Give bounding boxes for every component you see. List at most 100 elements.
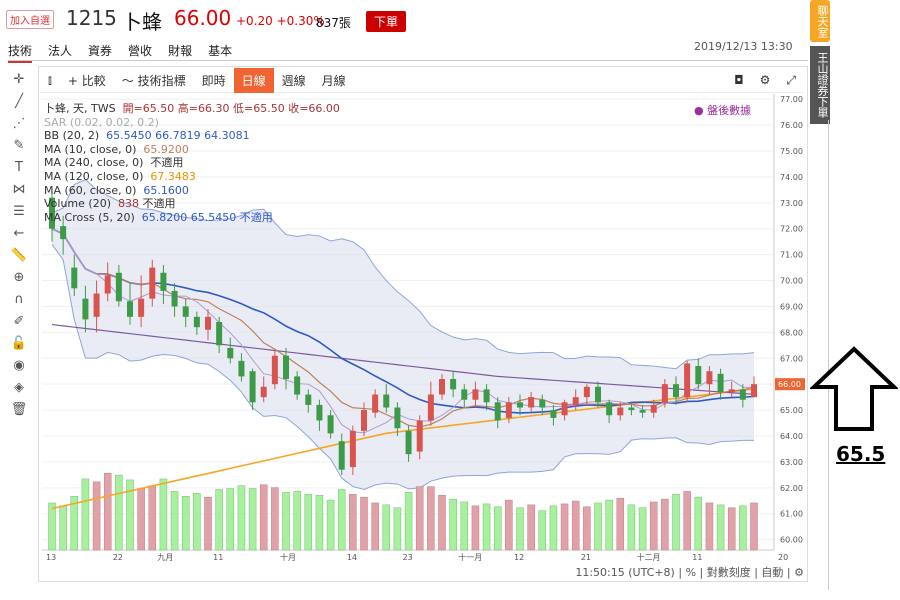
volume-bar — [549, 505, 558, 551]
tab-technical[interactable]: 技術 — [8, 42, 33, 63]
volume-bar — [70, 495, 79, 551]
trash-icon[interactable]: 🗑 — [10, 402, 28, 417]
compare-plus-icon: + — [67, 73, 82, 88]
layers-icon[interactable]: ◈ — [14, 380, 24, 395]
price-chart[interactable]: 77.00 76.00 75.00 74.00 73.00 72.00 71.00 70.00… — [40, 94, 806, 564]
chart-frame — [38, 66, 808, 582]
volume-bar — [349, 494, 357, 551]
candle-body — [361, 410, 367, 431]
compare-button[interactable]: + 比較 — [60, 68, 114, 93]
x-tick-label: 11 — [692, 553, 702, 562]
volume-bar — [516, 507, 524, 551]
volume-bar — [271, 487, 279, 551]
gear-icon[interactable]: ⚙ — [759, 73, 771, 87]
legend-macross: MA Cross (5, 20) — [44, 210, 135, 224]
chart-bottom-bar: 11:50:15 (UTC+8) | % | 對數刻度 | 自動 | ⚙ — [575, 566, 804, 579]
percent-toggle[interactable]: % — [685, 566, 697, 579]
log-scale-toggle[interactable]: 對數刻度 — [706, 566, 751, 579]
candle-body — [171, 290, 178, 307]
back-arrow-icon[interactable]: ← — [13, 226, 25, 241]
candle-body — [461, 389, 468, 400]
eye-icon[interactable]: ◉ — [13, 358, 25, 373]
price-change: +0.20 +0.30% — [236, 14, 325, 28]
volume-bar — [293, 491, 301, 551]
main-tabs: 技術 法人 資券 營收 財報 基本 — [8, 42, 248, 63]
add-watchlist-button[interactable]: 加入自選 — [6, 10, 54, 29]
text-icon[interactable]: T — [15, 160, 23, 175]
ruler-icon[interactable]: 📏 — [10, 248, 28, 263]
candle-body — [249, 371, 256, 403]
crosshair-icon[interactable]: ✛ — [13, 72, 25, 87]
legend-ma240: MA (240, close, 0) — [44, 156, 144, 170]
candle-body — [138, 298, 145, 317]
side-divider — [828, 120, 829, 590]
legend-volume-na: 不適用 — [142, 197, 176, 211]
volume-bar — [103, 472, 112, 551]
y-tick-label: 77.00 — [780, 95, 803, 104]
broker-order-tab[interactable]: 王山證券下單 — [810, 46, 830, 124]
candle-body — [728, 389, 735, 392]
brush-icon[interactable]: ✎ — [13, 138, 25, 153]
candle-body — [115, 272, 122, 302]
chat-room-tab[interactable]: 聊天室 — [810, 0, 830, 42]
x-tick-label: 13 — [46, 553, 56, 562]
candle-body — [294, 376, 301, 395]
y-tick-label: 61.00 — [780, 510, 803, 519]
candle-body — [93, 293, 100, 317]
trendline-icon[interactable]: ╱ — [15, 94, 23, 109]
camera-icon[interactable]: ◘ — [734, 73, 744, 87]
lock-icon[interactable]: 🔓 — [10, 336, 28, 351]
candle-body — [283, 355, 289, 379]
candle-body — [149, 267, 156, 299]
x-tick-label: 12 — [514, 553, 524, 562]
zoom-icon[interactable]: ⊕ — [13, 270, 25, 285]
volume-bar — [649, 501, 658, 551]
candle-body — [49, 197, 55, 229]
pattern-icon[interactable]: ⋈ — [12, 182, 26, 197]
candle-body — [606, 402, 613, 416]
candle-body — [450, 379, 457, 390]
tab-monthly[interactable]: 月線 — [321, 73, 346, 88]
candle-body — [427, 394, 434, 421]
tab-realtime[interactable]: 即時 — [201, 73, 226, 88]
tab-revenue[interactable]: 營收 — [128, 44, 153, 58]
settings-icon[interactable]: ⚙ — [794, 566, 804, 579]
volume-bar — [92, 481, 101, 551]
candle-body — [628, 407, 635, 411]
ma-long-line — [51, 323, 755, 395]
tab-financials[interactable]: 財報 — [168, 44, 193, 58]
volume-bar — [727, 507, 736, 551]
fullscreen-icon[interactable]: ⤢ — [786, 72, 796, 87]
candle-body — [695, 366, 702, 385]
ma10-line — [51, 228, 755, 428]
candle-body — [82, 298, 89, 320]
order-button[interactable]: 下單 — [366, 11, 407, 32]
lock-drawing-icon[interactable]: ✐ — [13, 314, 25, 329]
stock-code: 1215 — [66, 6, 117, 30]
volume-bar — [672, 494, 680, 551]
indicators-button[interactable]: 〜 技術指標 — [114, 68, 194, 93]
tab-margin[interactable]: 資券 — [88, 44, 113, 58]
candle-body — [71, 267, 78, 289]
volume-bar — [193, 493, 201, 551]
tab-daily[interactable]: 日線 — [233, 67, 274, 93]
candle-body — [550, 410, 557, 418]
volume-bar — [315, 495, 324, 551]
tab-weekly[interactable]: 週線 — [281, 73, 306, 88]
candle-body — [216, 322, 223, 346]
fib-icon[interactable]: ⋰ — [12, 116, 26, 131]
volume-bar — [694, 496, 703, 551]
data-datetime: 2019/12/13 13:30 — [694, 40, 793, 53]
measure-icon[interactable]: ☰ — [13, 204, 25, 219]
y-tick-label: 64.00 — [780, 432, 803, 441]
candle-body — [60, 226, 67, 240]
tab-institutional[interactable]: 法人 — [48, 44, 73, 58]
auto-scale-toggle[interactable]: 自動 — [761, 566, 784, 579]
y-tick-label: 71.00 — [780, 251, 803, 260]
magnet-icon[interactable]: ∩ — [14, 292, 24, 307]
bollinger-lower-line — [51, 243, 755, 490]
price-annotation: 65.5 — [836, 442, 886, 466]
legend-ma60: MA (60, close, 0) — [44, 183, 137, 197]
tab-basic[interactable]: 基本 — [208, 44, 233, 58]
candle-type-icon[interactable]: ⫾ — [48, 72, 52, 87]
